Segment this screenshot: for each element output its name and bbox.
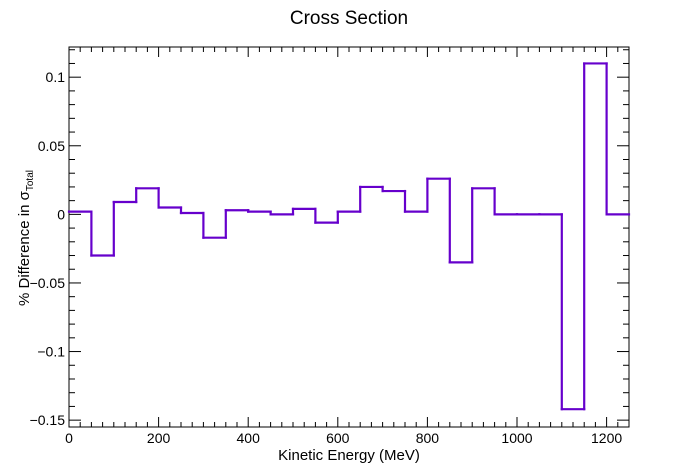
x-tick-label: 400: [237, 430, 261, 446]
x-tick-label: 600: [326, 430, 350, 446]
x-tick-label: 1200: [591, 430, 622, 446]
x-axis-ticks: [68, 47, 630, 427]
x-axis-label: Kinetic Energy (MeV): [278, 447, 420, 464]
x-tick-label: 800: [416, 430, 440, 446]
y-tick-label: −0.1: [37, 344, 65, 360]
y-axis-label-symbol: σ: [16, 190, 33, 200]
x-tick-label: 200: [147, 430, 171, 446]
y-axis-label: % Difference in σTotal: [16, 170, 36, 306]
y-tick-label: 0.05: [38, 138, 65, 154]
x-axis-tick-labels: 0 200 400 600 800 1000 1200: [65, 430, 622, 446]
y-tick-label: 0: [57, 206, 65, 222]
plot-frame: [68, 46, 630, 428]
svg-text:% Difference in σTotal: % Difference in σTotal: [16, 170, 36, 306]
y-axis-label-subscript: Total: [25, 170, 36, 191]
x-tick-label: 1000: [501, 430, 532, 446]
y-tick-label: −0.15: [30, 412, 66, 428]
x-tick-label: 0: [65, 430, 73, 446]
y-tick-label: 0.1: [46, 69, 66, 85]
y-tick-label: −0.05: [30, 275, 66, 291]
series-group: [67, 62, 631, 411]
y-axis-ticks: [69, 49, 629, 421]
chart-title: Cross Section: [290, 8, 408, 29]
y-axis-label-prefix: % Difference in: [16, 200, 33, 306]
y-axis-tick-labels: −0.15 −0.1 −0.05 0 0.05 0.1: [30, 69, 66, 428]
